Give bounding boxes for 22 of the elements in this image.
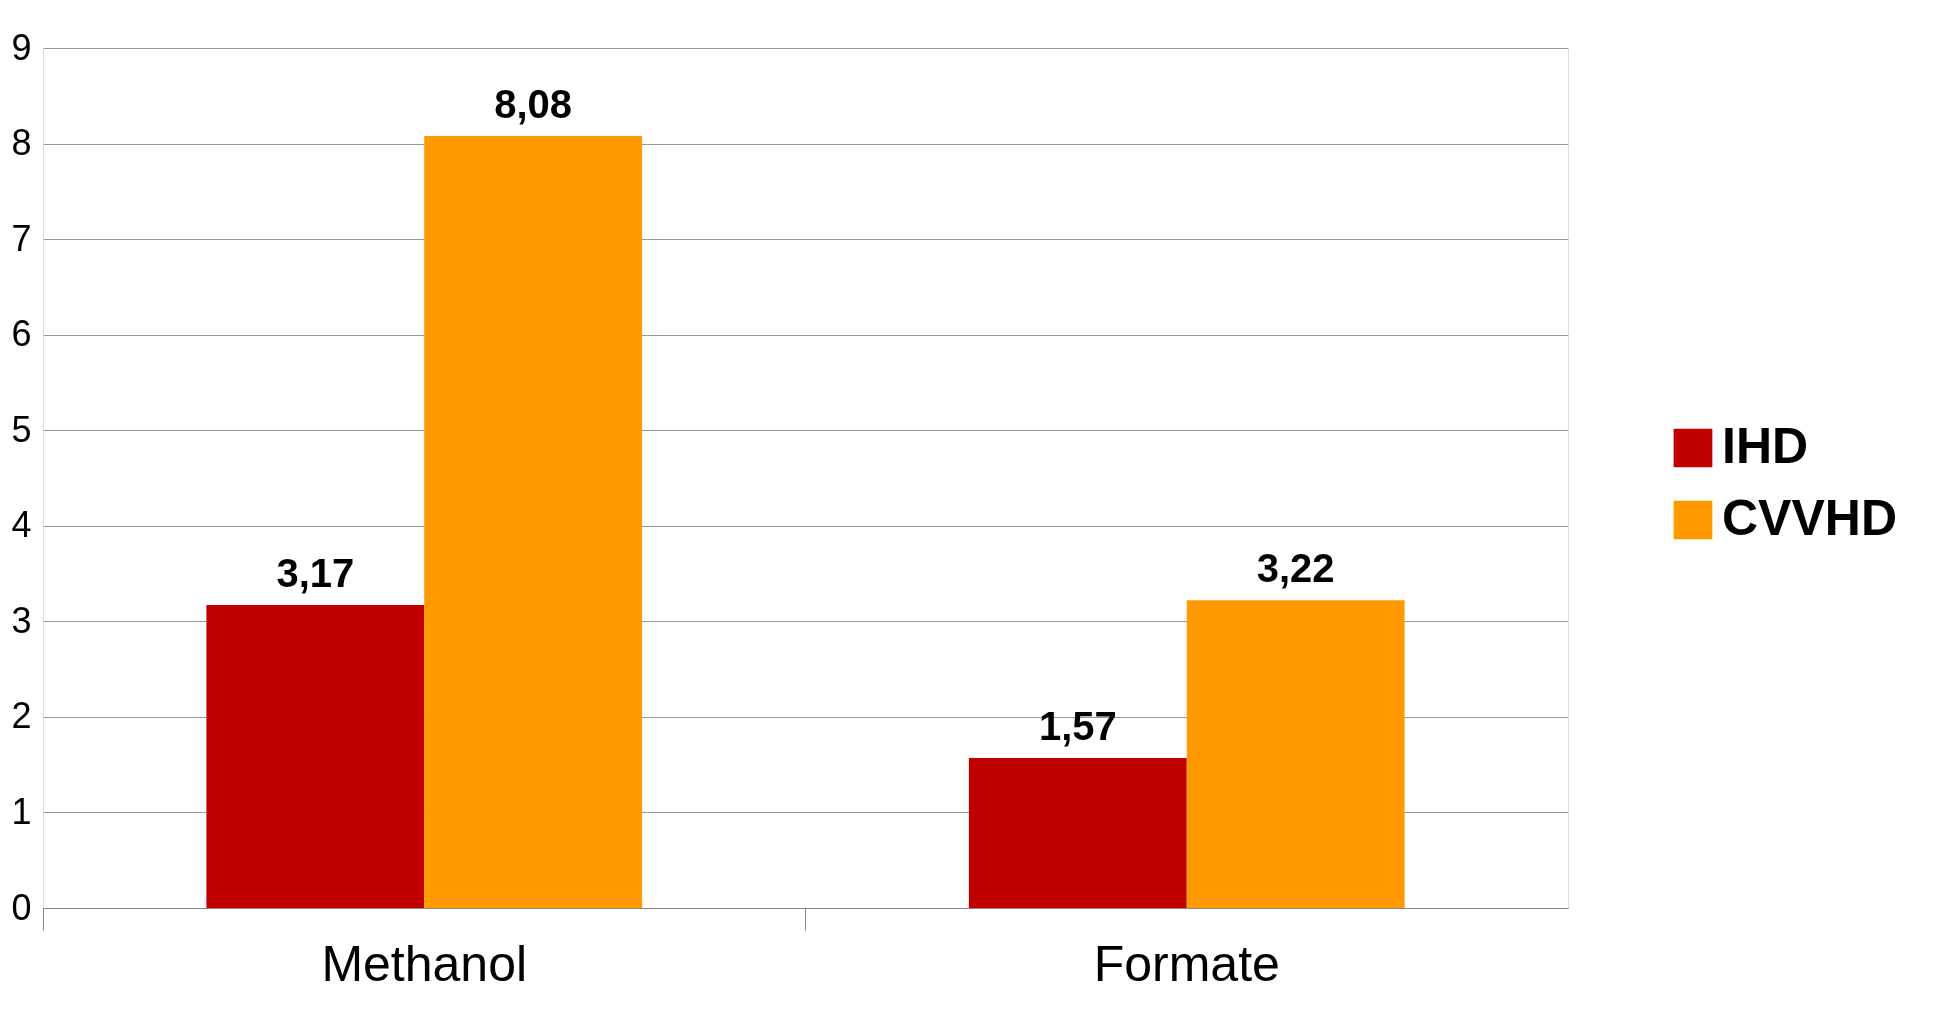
data-label: 3,22 xyxy=(1256,546,1335,591)
legend-label: IHD xyxy=(1722,418,1809,474)
y-tick-label: 2 xyxy=(11,695,32,737)
y-tick-label: 3 xyxy=(11,599,32,641)
y-tick-label: 9 xyxy=(11,26,32,68)
data-label: 1,57 xyxy=(1038,703,1117,748)
bar xyxy=(206,605,425,908)
y-tick-label: 0 xyxy=(11,886,32,928)
bar xyxy=(1186,600,1405,908)
y-tick-label: 4 xyxy=(11,504,32,546)
legend-label: CVVHD xyxy=(1722,490,1898,546)
bar xyxy=(968,757,1187,908)
x-tick-label: Methanol xyxy=(321,935,528,992)
y-tick-label: 1 xyxy=(11,790,32,832)
y-tick-label: 7 xyxy=(11,217,32,259)
y-tick-label: 5 xyxy=(11,408,32,450)
y-tick-label: 6 xyxy=(11,313,32,355)
data-label: 3,17 xyxy=(276,551,355,596)
bar xyxy=(424,135,643,908)
data-label: 8,08 xyxy=(494,81,573,126)
x-tick-label: Formate xyxy=(1093,935,1280,992)
y-tick-label: 8 xyxy=(11,122,32,164)
